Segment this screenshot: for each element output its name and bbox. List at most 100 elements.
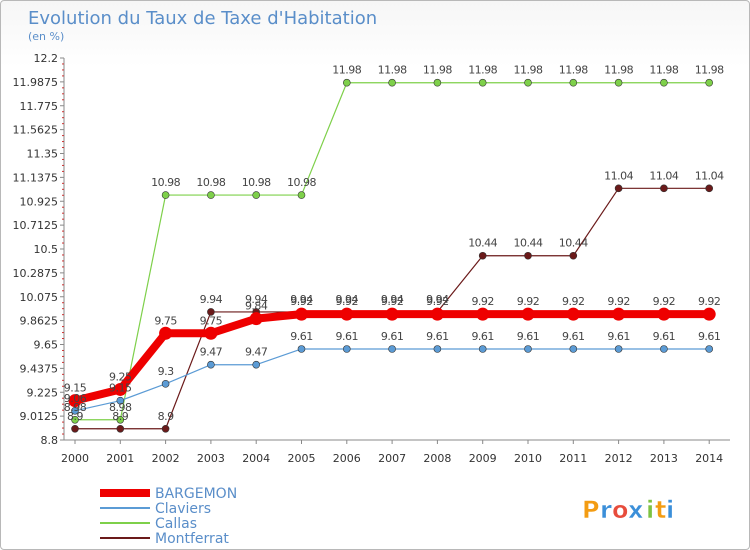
data-label-bargemon: 9.92 [517, 295, 540, 308]
y-tick-label: 12.2 [34, 52, 59, 65]
data-label-bargemon: 9.92 [381, 295, 404, 308]
y-tick-label: 9.8625 [20, 315, 59, 328]
data-point-bargemon [295, 307, 308, 321]
brand-letter: t [655, 496, 666, 524]
y-tick-label: 10.7125 [13, 219, 59, 232]
x-tick-label: 2008 [423, 452, 451, 465]
data-label-callas: 8.98 [109, 401, 132, 414]
data-point-montferrat [524, 251, 532, 260]
data-label-bargemon: 9.75 [200, 314, 223, 327]
y-tick-label: 11.9875 [13, 76, 59, 89]
data-label-montferrat: 11.04 [695, 169, 724, 182]
data-label-claviers: 9.61 [336, 330, 359, 343]
x-tick-label: 2009 [469, 452, 497, 465]
data-label-callas: 11.98 [514, 64, 543, 77]
data-point-montferrat [705, 184, 714, 193]
data-label-bargemon: 9.75 [154, 314, 177, 327]
x-tick-label: 2007 [378, 452, 406, 465]
data-label-claviers: 9.61 [426, 330, 449, 343]
legend-label-callas: Callas [155, 516, 197, 532]
x-tick-label: 2011 [559, 452, 587, 465]
chart-title: Evolution du Taux de Taxe d'Habitation [28, 8, 377, 29]
axes: 8.8 9.0125 9.225 9.4375 9.65 9.8625 10.075 10.2… [13, 52, 730, 465]
data-point-claviers [705, 345, 714, 353]
chart-subtitle: (en %) [28, 30, 64, 43]
y-tick-label: 9.65 [34, 339, 59, 352]
data-label-bargemon: 9.84 [245, 300, 268, 313]
data-label-montferrat: 9.94 [426, 293, 449, 306]
y-tick-label: 9.4375 [20, 362, 59, 375]
x-tick-label: 2004 [242, 452, 270, 465]
y-tick-label: 11.35 [27, 148, 59, 161]
data-label-montferrat: 11.04 [604, 169, 633, 182]
data-point-claviers [614, 345, 623, 353]
legend-label-montferrat: Montferrat [155, 531, 229, 547]
data-label-montferrat: 9.94 [336, 293, 359, 306]
data-point-callas [433, 78, 442, 87]
data-label-bargemon: 9.92 [698, 295, 721, 308]
x-tick-label: 2006 [333, 452, 361, 465]
data-point-bargemon [476, 307, 490, 321]
data-point-bargemon [204, 326, 218, 340]
data-point-claviers [660, 345, 668, 353]
data-point-claviers [71, 406, 79, 415]
data-label-claviers: 9.47 [245, 346, 268, 359]
data-point-callas [252, 191, 261, 199]
data-label-callas: 11.98 [559, 64, 588, 77]
x-tick-label: 2001 [106, 452, 134, 465]
y-tick-label: 11.1375 [13, 171, 59, 184]
data-point-claviers [252, 360, 261, 369]
data-point-montferrat [478, 251, 487, 260]
x-tick-label: 2013 [650, 452, 678, 465]
x-tick-label: 2000 [61, 452, 89, 465]
data-label-bargemon: 9.25 [109, 370, 132, 383]
data-label-montferrat: 9.94 [200, 293, 223, 306]
x-tick-label: 2010 [514, 452, 542, 465]
data-label-montferrat: 11.04 [649, 169, 678, 182]
data-label-claviers: 9.15 [109, 382, 132, 395]
data-label-montferrat: 9.94 [290, 293, 313, 306]
data-label-claviers: 9.61 [562, 330, 585, 343]
legend-label-bargemon: BARGEMON [155, 486, 237, 502]
data-point-claviers [342, 345, 351, 353]
data-point-bargemon [612, 307, 626, 321]
data-point-bargemon [521, 307, 535, 321]
y-tick-label: 9.0125 [20, 410, 59, 423]
data-label-callas: 11.98 [332, 64, 361, 77]
data-label-bargemon: 9.92 [290, 295, 313, 308]
data-point-claviers [161, 380, 170, 388]
data-label-claviers: 9.61 [607, 330, 630, 343]
data-label-montferrat: 10.44 [468, 237, 497, 250]
data-label-montferrat: 9.94 [245, 293, 268, 306]
data-point-bargemon [430, 307, 444, 321]
brand-letter: i [646, 496, 654, 524]
data-point-callas [388, 78, 396, 87]
data-label-callas: 11.98 [468, 64, 497, 77]
data-point-callas [116, 415, 125, 424]
x-tick-label: 2005 [288, 452, 316, 465]
data-point-callas [524, 78, 532, 87]
data-point-bargemon [657, 307, 671, 321]
data-label-montferrat: 8.9 [112, 410, 128, 423]
data-point-montferrat [614, 184, 623, 193]
series-layer [68, 78, 716, 433]
x-tick-label: 2003 [197, 452, 225, 465]
data-point-callas [71, 415, 79, 424]
y-tick-label: 9.225 [27, 386, 59, 399]
data-point-claviers [524, 345, 532, 353]
data-label-claviers: 9.61 [290, 330, 313, 343]
data-point-bargemon [113, 382, 127, 396]
data-point-montferrat [207, 308, 215, 316]
data-label-montferrat: 9.94 [381, 293, 404, 306]
data-label-callas: 8.98 [64, 401, 87, 414]
data-point-callas [478, 78, 487, 87]
data-label-callas: 11.98 [649, 64, 678, 77]
data-point-callas [207, 191, 215, 199]
x-tick-label: 2012 [605, 452, 633, 465]
data-point-montferrat [569, 251, 578, 260]
data-label-claviers: 9.61 [471, 330, 494, 343]
data-label-montferrat: 10.44 [559, 237, 588, 250]
